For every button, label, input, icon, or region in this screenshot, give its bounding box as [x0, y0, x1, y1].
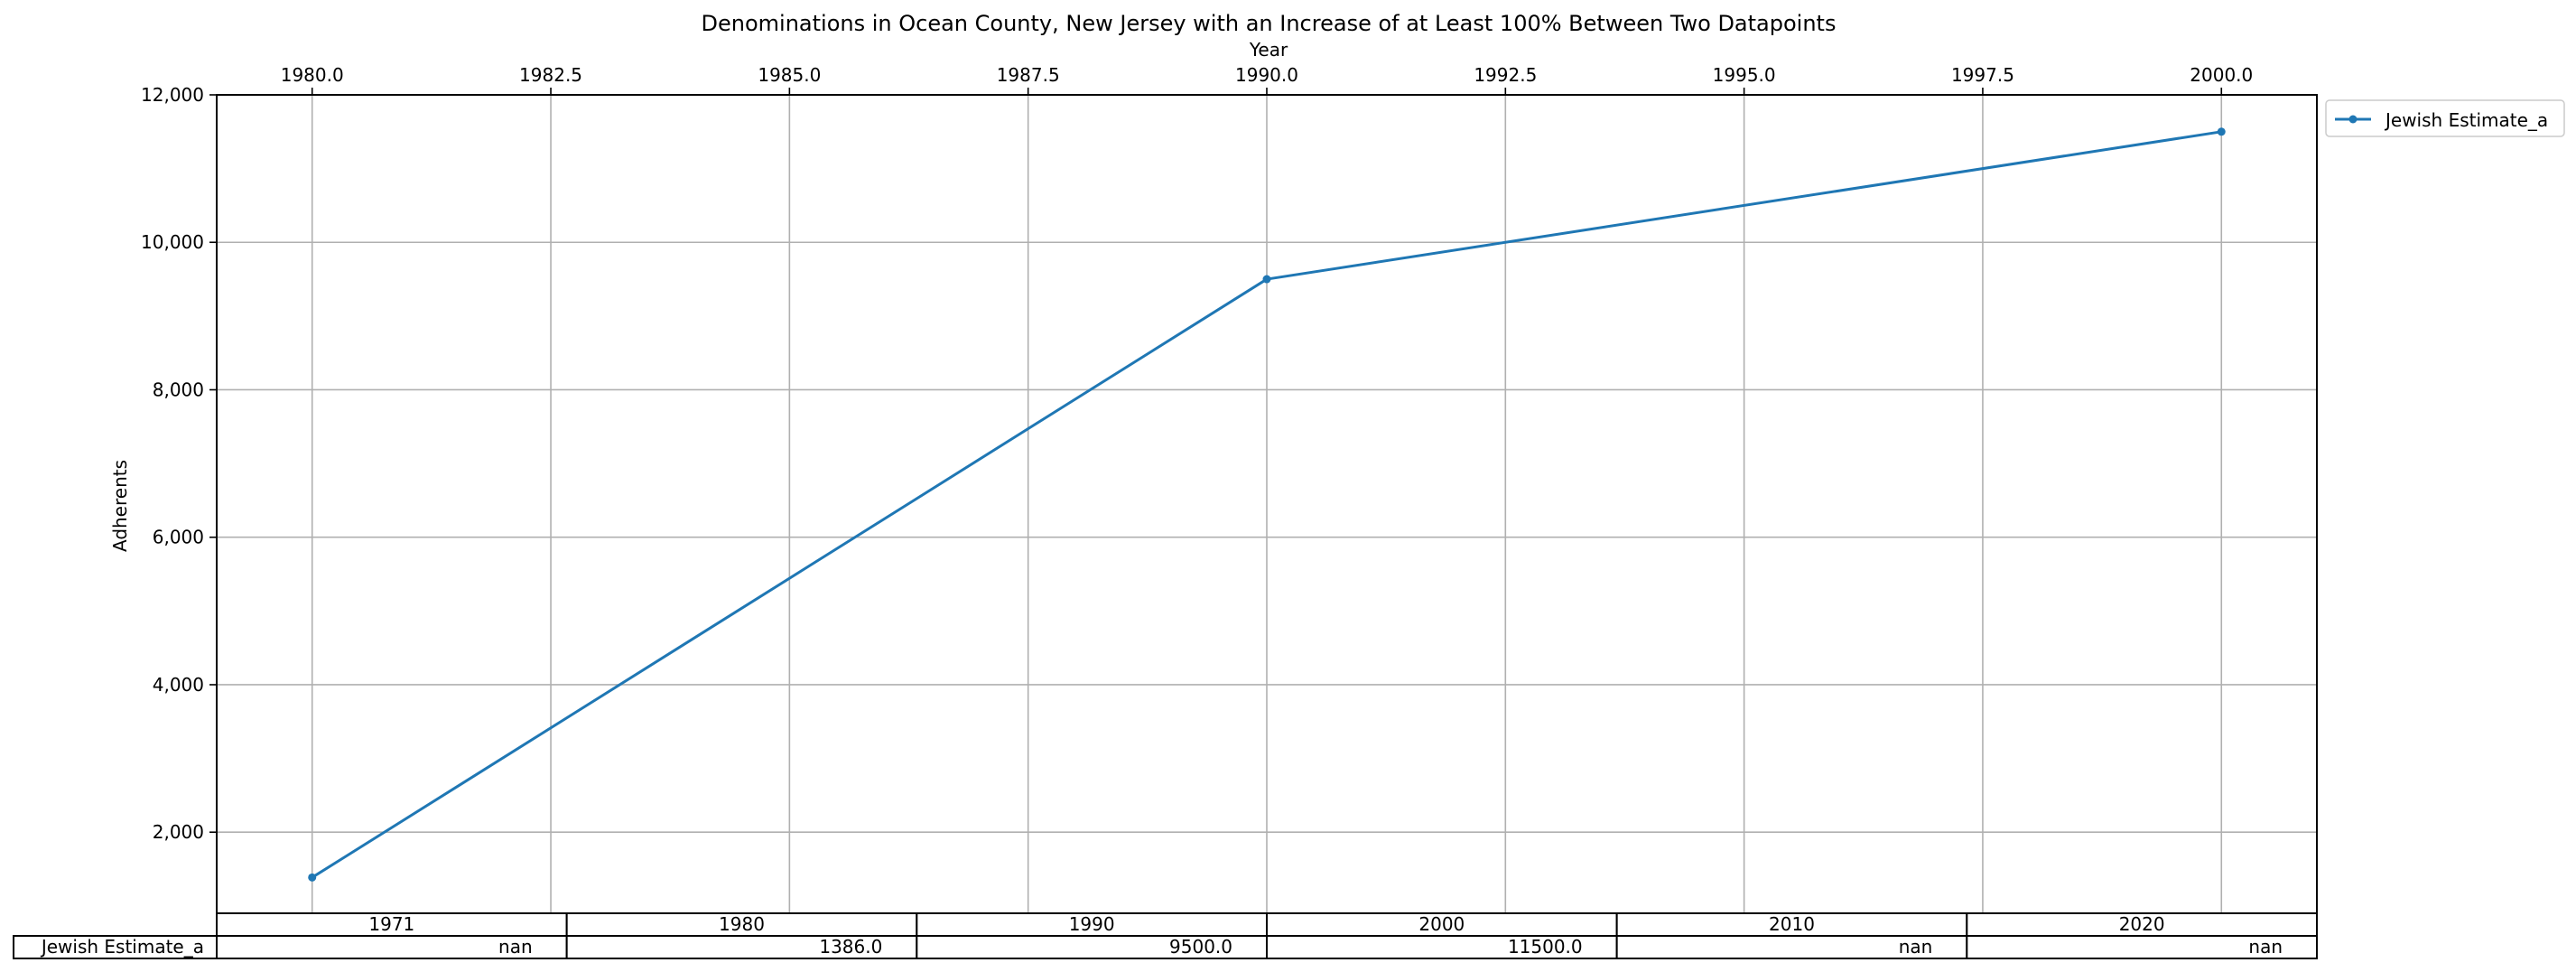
table-row-label-cell — [13, 935, 218, 959]
table-header-text: 1980 — [719, 913, 765, 935]
x-tick-label: 1990.0 — [1235, 64, 1298, 86]
legend-label-jewish-estimate: Jewish Estimate_a — [2384, 109, 2548, 131]
x-tick-label: 2000.0 — [2190, 64, 2253, 86]
table-header-text: 2000 — [1418, 913, 1465, 935]
y-tick-label: 2,000 — [153, 821, 204, 843]
x-tick-label: 1997.5 — [1951, 64, 2014, 86]
x-tick-label: 1980.0 — [281, 64, 344, 86]
table-cell — [1966, 935, 2318, 959]
table-cell — [1615, 935, 1968, 959]
legend: Jewish Estimate_a — [2325, 99, 2565, 137]
y-axis-label: Adherents — [109, 460, 131, 552]
table-cell-value: nan — [2248, 936, 2283, 958]
x-axis-label: Year — [1249, 39, 1288, 61]
y-axis-ticks: 2,000 4,000 6,000 8,000 10,000 12,000 — [141, 84, 217, 843]
table-header-text: 1971 — [368, 913, 414, 935]
data-table: 1971 1980 1990 2000 2010 2020 Jewish Estimate_… — [13, 912, 2318, 959]
table-header-text: 2010 — [1769, 913, 1815, 935]
table-cell — [216, 935, 568, 959]
table-header-cell — [1266, 912, 1618, 937]
x-tick-label: 1995.0 — [1713, 64, 1776, 86]
x-tick-label: 1985.0 — [758, 64, 821, 86]
table-header-text: 2020 — [2119, 913, 2165, 935]
table-header-cell — [1966, 912, 2318, 937]
y-tick-label: 12,000 — [141, 84, 204, 106]
series-group — [308, 127, 2226, 882]
y-tick-label: 8,000 — [153, 379, 204, 400]
legend-marker-jewish-estimate — [2348, 115, 2357, 124]
table-header-cell — [565, 912, 918, 937]
x-tick-label: 1982.5 — [519, 64, 582, 86]
y-tick-label: 10,000 — [141, 231, 204, 253]
legend-box — [2325, 99, 2565, 137]
y-tick-label: 4,000 — [153, 674, 204, 696]
data-point — [308, 873, 317, 882]
chart-title: Denominations in Ocean County, New Jerse… — [702, 11, 1837, 36]
x-tick-label: 1992.5 — [1474, 64, 1537, 86]
y-tick-label: 6,000 — [153, 527, 204, 548]
x-tick-label: 1987.5 — [997, 64, 1060, 86]
table-cell-value: nan — [498, 936, 533, 958]
table-cell-value: 11500.0 — [1508, 936, 1583, 958]
grid — [217, 94, 2317, 913]
table-cell-value: 1386.0 — [819, 936, 882, 958]
table-row-label: Jewish Estimate_a — [40, 936, 204, 958]
table-cell-value: 9500.0 — [1169, 936, 1232, 958]
table-header-text: 1990 — [1069, 913, 1115, 935]
table-cell — [565, 935, 918, 959]
data-point — [2217, 127, 2226, 136]
table-cell — [916, 935, 1268, 959]
x-axis-ticks: 1980.0 1982.5 1985.0 1987.5 1990.0 1992.5 1995… — [281, 64, 2253, 95]
data-point — [1262, 275, 1271, 284]
table-cell-value: nan — [1899, 936, 1933, 958]
table-header-cell — [1615, 912, 1968, 937]
